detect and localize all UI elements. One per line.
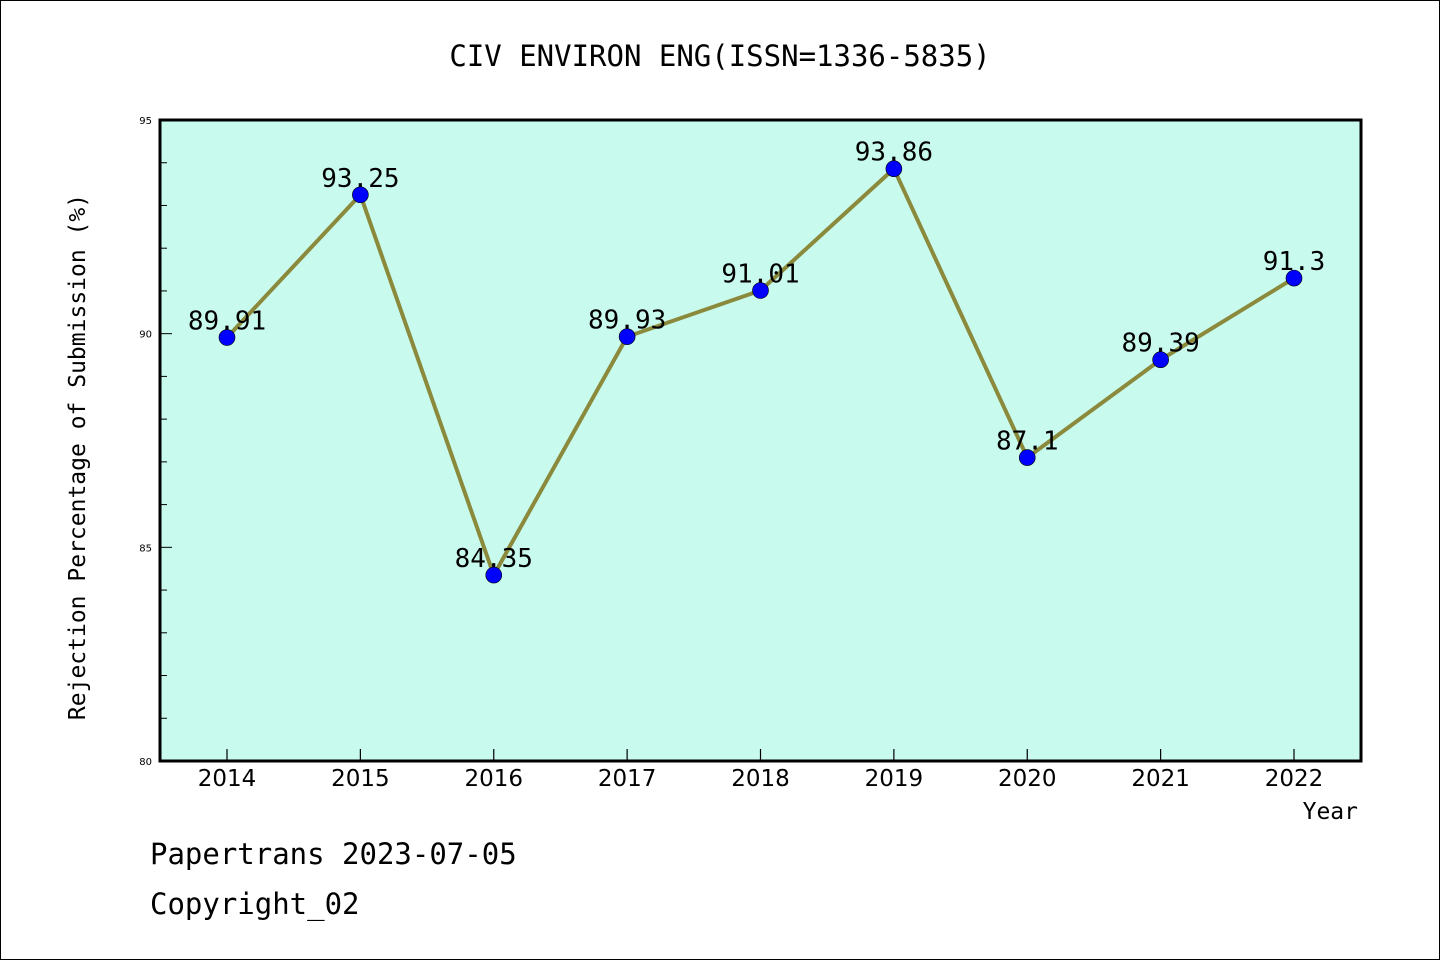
data-point	[218, 329, 236, 346]
data-point	[885, 160, 903, 178]
plot-area	[160, 120, 1361, 761]
data-point	[618, 328, 636, 345]
data-point	[1152, 351, 1169, 369]
data-markers	[218, 160, 1303, 584]
y-tick-label: 80	[139, 757, 152, 768]
x-axis-ticks: 2014 2015 2016 2017 2018 2019 2020 2021 2022	[198, 749, 1324, 792]
copyright-text: Copyright_02	[150, 887, 360, 922]
y-tick-label: 85	[139, 543, 152, 554]
chart-title: CIV ENVIRON ENG(ISSN=1336-5835)	[449, 39, 990, 73]
x-tick-label: 2022	[1265, 766, 1324, 792]
x-tick-label: 2018	[731, 766, 790, 792]
x-tick-label: 2014	[198, 766, 257, 792]
data-point	[1285, 269, 1303, 287]
x-tick-label: 2020	[998, 766, 1057, 792]
y-axis-label: Rejection Percentage of Submission (%)	[65, 194, 91, 720]
x-tick-label: 2016	[464, 766, 523, 792]
plot-border	[158, 118, 1363, 763]
x-tick-label: 2015	[331, 766, 390, 792]
x-tick-label: 2019	[865, 766, 924, 792]
source-date-text: Papertrans 2023-07-05	[150, 837, 517, 871]
data-point	[752, 282, 769, 299]
y-tick-label: 95	[139, 116, 152, 127]
y-tick-label: 90	[139, 330, 152, 341]
x-tick-label: 2021	[1131, 766, 1190, 792]
data-point	[352, 186, 369, 204]
x-axis-label: Year	[1303, 799, 1358, 825]
data-point	[485, 566, 503, 584]
data-point	[1018, 449, 1036, 466]
x-tick-label: 2017	[598, 766, 657, 792]
